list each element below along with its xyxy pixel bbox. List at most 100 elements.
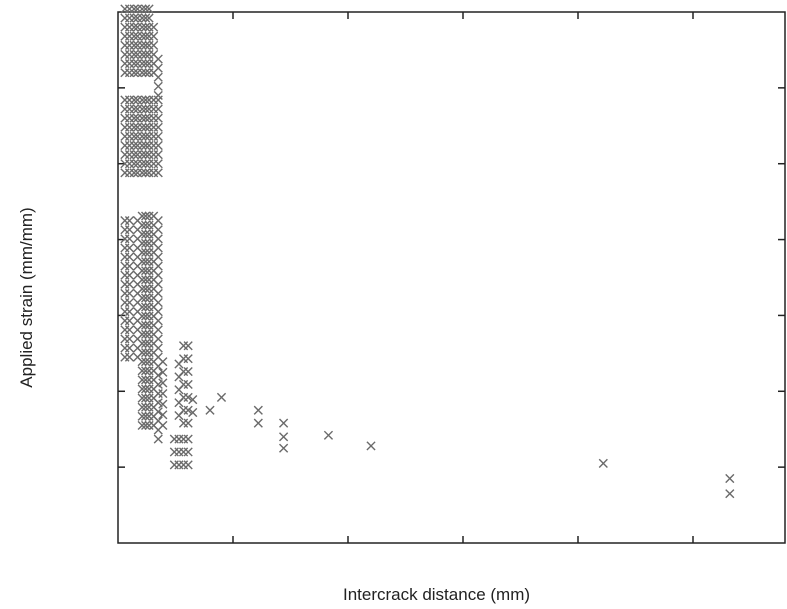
data-point	[137, 256, 147, 267]
data-point	[153, 140, 163, 151]
data-point	[141, 348, 151, 358]
data-point	[323, 430, 334, 440]
data-point	[124, 279, 135, 289]
data-point	[137, 40, 147, 50]
data-point-stroke	[141, 150, 151, 160]
data-point	[141, 284, 151, 294]
data-point	[188, 407, 198, 418]
data-point-stroke	[141, 122, 151, 132]
data-point-stroke	[141, 40, 151, 50]
data-point-stroke	[141, 238, 151, 248]
data-point-stroke	[124, 279, 135, 289]
data-point	[124, 288, 135, 299]
data-point-stroke	[137, 329, 147, 339]
data-point	[141, 113, 151, 123]
data-point-stroke	[153, 159, 163, 169]
data-point-stroke	[153, 234, 163, 244]
data-point-stroke	[158, 367, 168, 377]
data-point	[129, 122, 139, 132]
data-point-stroke	[153, 131, 163, 141]
data-point-stroke	[124, 216, 135, 226]
data-point-stroke	[137, 411, 147, 421]
data-point	[137, 338, 147, 349]
data-point	[129, 68, 139, 78]
data-point	[141, 256, 151, 267]
data-point	[124, 216, 135, 226]
data-point-stroke	[149, 31, 159, 41]
data-point	[137, 266, 147, 276]
data-points	[120, 4, 735, 499]
data-point	[141, 150, 151, 160]
data-point-stroke	[141, 311, 151, 321]
data-point	[124, 316, 135, 326]
data-point	[137, 357, 147, 367]
data-point	[144, 13, 154, 23]
data-point-stroke	[124, 325, 135, 335]
data-point-stroke	[141, 384, 151, 394]
data-point-stroke	[137, 247, 147, 258]
data-point	[153, 122, 163, 132]
data-point	[183, 447, 193, 457]
data-point	[183, 392, 193, 402]
data-point-stroke	[153, 140, 163, 151]
data-point-stroke	[137, 366, 147, 376]
data-point-stroke	[137, 131, 147, 141]
data-point-stroke	[153, 104, 163, 114]
data-point	[153, 297, 163, 308]
data-point	[129, 131, 139, 141]
data-point-stroke	[153, 252, 163, 262]
data-point-stroke	[141, 329, 151, 339]
data-point	[725, 489, 735, 499]
data-point	[124, 261, 135, 271]
data-point	[137, 275, 147, 285]
data-point	[141, 329, 151, 339]
data-point-stroke	[129, 159, 139, 169]
data-point-stroke	[149, 40, 159, 50]
data-point-stroke	[216, 392, 227, 402]
data-point-stroke	[153, 398, 163, 408]
data-point-stroke	[158, 399, 168, 409]
data-point-stroke	[129, 122, 139, 132]
data-point-stroke	[141, 168, 151, 178]
data-point	[124, 297, 135, 308]
data-point	[366, 441, 376, 451]
data-point-stroke	[183, 405, 193, 415]
data-point	[141, 22, 151, 32]
data-point	[183, 460, 193, 470]
data-point	[141, 131, 151, 141]
data-point	[124, 334, 135, 344]
data-point	[253, 418, 263, 428]
data-point-stroke	[153, 434, 163, 444]
data-point-stroke	[153, 243, 163, 253]
data-point-stroke	[153, 325, 163, 335]
data-point	[137, 95, 147, 105]
data-point	[183, 405, 193, 415]
data-point	[153, 63, 163, 73]
data-point-stroke	[141, 266, 151, 276]
data-point	[124, 270, 135, 280]
data-point-stroke	[141, 4, 151, 14]
data-point	[141, 420, 151, 431]
data-point-stroke	[153, 150, 163, 160]
data-point	[188, 395, 198, 405]
data-point	[137, 58, 147, 69]
data-point-stroke	[153, 279, 163, 289]
data-point	[137, 348, 147, 358]
data-point-stroke	[153, 288, 163, 299]
data-point-stroke	[137, 266, 147, 276]
data-point	[153, 159, 163, 169]
data-point	[205, 405, 215, 415]
data-point-stroke	[129, 22, 139, 32]
data-point-stroke	[124, 270, 135, 280]
data-point	[279, 418, 289, 428]
data-point	[124, 234, 135, 244]
data-point	[137, 159, 147, 169]
data-point	[183, 366, 193, 377]
data-point-stroke	[153, 297, 163, 308]
data-point	[158, 388, 168, 399]
data-point-stroke	[183, 434, 193, 444]
data-point	[137, 4, 147, 14]
data-point	[279, 443, 289, 453]
data-point-stroke	[149, 49, 159, 60]
